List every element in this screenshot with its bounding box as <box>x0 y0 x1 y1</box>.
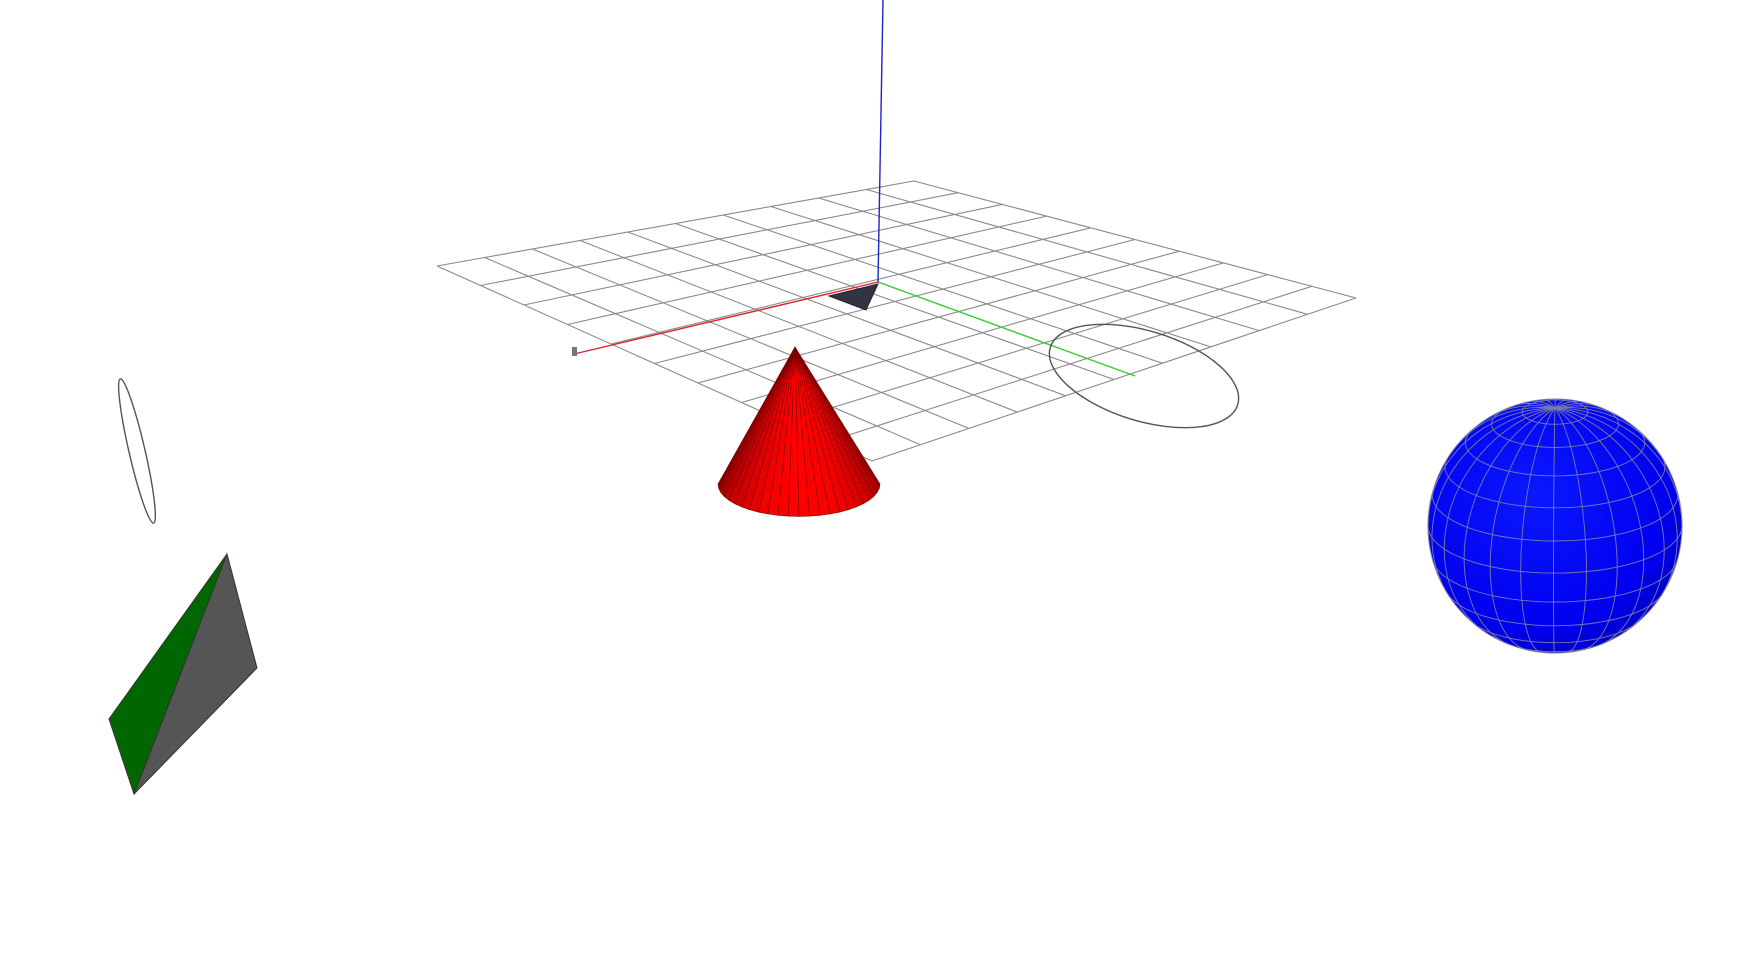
sphere-lon-line <box>1554 407 1645 646</box>
x-axis-end-marker <box>572 347 577 356</box>
sphere-lat-line <box>1585 491 1679 541</box>
tetrahedron[interactable] <box>108 552 258 796</box>
sphere-lon-line <box>1531 400 1556 409</box>
grid-line <box>913 180 1357 299</box>
sphere-lon-line <box>1554 403 1601 409</box>
grid-line <box>654 238 1136 365</box>
sphere-lon-line <box>1554 405 1623 419</box>
sphere-lat-line <box>1472 622 1578 644</box>
sphere-lon-line <box>1543 399 1556 409</box>
red-cone[interactable] <box>717 346 881 517</box>
sphere-lat-line <box>1433 563 1586 603</box>
sphere-lon-line <box>1510 402 1556 409</box>
grid-line <box>828 285 1312 443</box>
sphere-lon-line <box>1554 407 1618 651</box>
sphere-lon-line <box>1431 407 1556 602</box>
grid-line <box>723 214 1163 364</box>
tetra-face-gray <box>133 552 258 795</box>
sphere-lon-line <box>1554 400 1580 409</box>
axes <box>572 0 1136 377</box>
ground-grid <box>436 180 1357 462</box>
sphere-lon-line <box>1554 407 1683 535</box>
sphere-lat-line <box>1577 623 1637 643</box>
sphere-lon-line <box>1554 407 1678 603</box>
grid-line <box>784 274 1268 423</box>
blue-sphere[interactable] <box>1427 398 1683 654</box>
sphere-lat-line <box>1427 525 1587 574</box>
sphere-lat-line <box>1431 490 1586 542</box>
grid-line <box>818 197 1260 332</box>
sphere-lon-line <box>1427 407 1556 526</box>
grid-line <box>871 297 1357 462</box>
sphere-lon-line <box>1554 407 1587 653</box>
grid-line <box>741 262 1224 404</box>
sphere-lat-line <box>1585 560 1678 602</box>
origin-marker <box>827 283 879 311</box>
grid-line <box>697 250 1180 384</box>
rings <box>113 304 1251 525</box>
sphere-lon-line <box>1554 407 1662 458</box>
sphere-lat-line <box>1444 459 1583 509</box>
sphere-lon-line <box>1489 407 1556 651</box>
origin-wedge <box>827 283 879 311</box>
ring-left[interactable] <box>113 377 162 525</box>
sphere-lon-line <box>1463 407 1556 646</box>
grid-line <box>866 188 1308 315</box>
sphere-lon-line <box>1554 398 1557 409</box>
grid-line <box>770 205 1211 348</box>
sphere-lat-line <box>1577 428 1646 476</box>
sphere-lon-line <box>1554 399 1569 409</box>
ring-right[interactable] <box>1037 304 1251 447</box>
cone-facet <box>794 346 881 490</box>
sphere-lon-line <box>1488 405 1556 419</box>
sphere-lon-line <box>1520 407 1556 653</box>
sphere-lon-line <box>1554 407 1665 635</box>
sphere-lon-line <box>1443 407 1556 634</box>
sphere-lon-line <box>1452 406 1556 451</box>
y-axis-line <box>877 281 1136 377</box>
sphere-lat-line <box>1586 526 1683 573</box>
x-axis-line <box>573 281 879 355</box>
z-axis-line <box>877 0 884 283</box>
sphere-lon-line <box>1553 408 1556 654</box>
sphere-lat-line <box>1570 643 1604 652</box>
